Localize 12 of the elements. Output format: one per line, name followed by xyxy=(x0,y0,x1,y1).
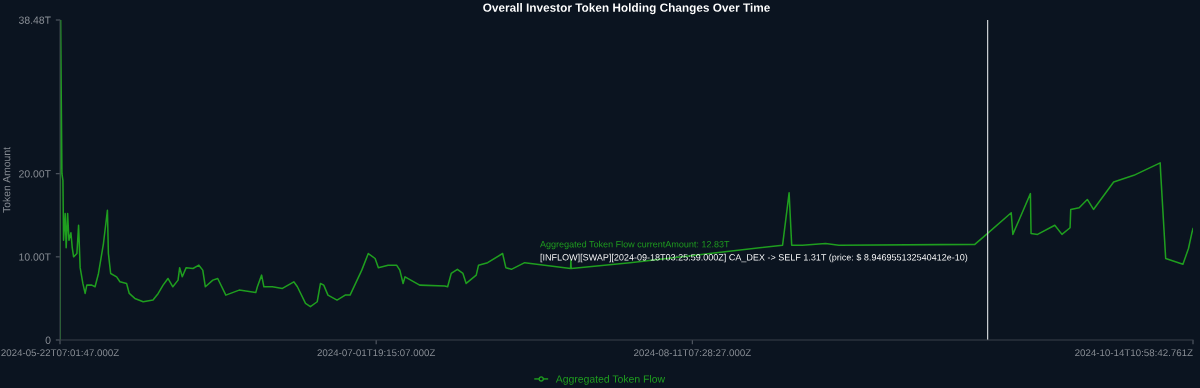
y-tick-label: 38.48T xyxy=(18,16,51,24)
x-tick-label: 2024-05-22T07:01:47.000Z xyxy=(1,349,119,357)
y-axis-title: Token Amount xyxy=(2,147,11,213)
y-tick-label: 0 xyxy=(45,336,51,344)
annotation: Aggregated Token Flow currentAmount: 12.83T xyxy=(540,240,730,250)
x-tick-label: 2024-07-01T19:15:07.000Z xyxy=(317,349,436,357)
x-tick-label: 2024-08-11T07:28:27.000Z xyxy=(634,349,751,357)
chart-title: Overall Investor Token Holding Changes Over Time xyxy=(483,3,770,15)
legend-label: Aggregated Token Flow xyxy=(555,375,666,385)
y-tick-label: 10.00T xyxy=(19,253,51,261)
x-tick-label: 2024-10-14T10:58:42.761Z xyxy=(1075,349,1193,357)
y-tick-label: 20.00T xyxy=(19,170,51,178)
